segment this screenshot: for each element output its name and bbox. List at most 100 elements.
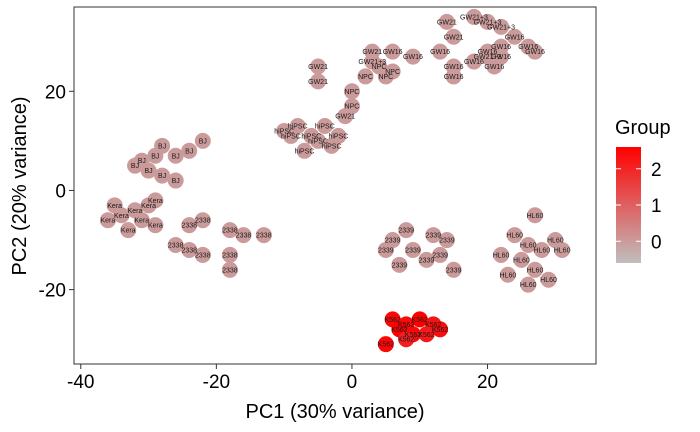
point-label: GW16 <box>464 59 484 66</box>
point-label: 2338 <box>256 233 272 240</box>
data-point <box>418 326 435 343</box>
point-label: K562 <box>391 327 407 334</box>
legend-title: Group <box>615 117 671 139</box>
point-label: NPC <box>372 64 387 71</box>
point-label: HL60 <box>520 243 537 250</box>
data-point <box>296 142 313 159</box>
x-tick-label: -40 <box>67 372 94 393</box>
data-point <box>438 13 455 30</box>
data-point <box>520 276 537 293</box>
data-point <box>140 162 157 179</box>
x-axis: -40 -20 0 20 <box>67 364 498 393</box>
point-label: Kera <box>148 223 163 230</box>
point-label: 2339 <box>405 247 421 254</box>
y-tick-label: 0 <box>55 181 66 202</box>
data-point <box>425 227 442 244</box>
legend-tick-label: 1 <box>651 196 662 217</box>
data-point <box>167 172 184 189</box>
point-label: BJ <box>172 178 180 185</box>
point-label: hiPSC <box>281 133 301 140</box>
point-label: BJ <box>172 153 180 160</box>
point-label: Kera <box>134 218 149 225</box>
point-label: GW16 <box>478 49 498 56</box>
x-axis-title: PC1 (30% variance) <box>246 401 425 423</box>
point-label: hiPSC <box>274 128 294 135</box>
x-tick-label: -20 <box>203 372 230 393</box>
data-point <box>418 251 435 268</box>
point-label: GW16 <box>444 74 464 81</box>
plot-panel-border <box>73 6 597 365</box>
data-point <box>167 237 184 253</box>
data-point <box>432 246 449 263</box>
point-label: HL60 <box>527 267 544 274</box>
point-label: 2339 <box>446 267 462 274</box>
data-point <box>520 237 537 253</box>
data-point <box>432 43 449 60</box>
point-label: HL60 <box>540 277 557 284</box>
point-label: GW21+3 <box>487 24 515 31</box>
point-label: NPC <box>345 104 360 111</box>
data-point <box>221 222 238 239</box>
data-point <box>526 261 543 278</box>
point-label: HL60 <box>547 238 564 245</box>
data-point <box>194 132 211 149</box>
point-label: HL60 <box>520 282 537 289</box>
point-label: NPC <box>378 74 393 81</box>
data-point <box>255 227 272 244</box>
data-point <box>181 142 198 159</box>
point-label: hiPSC <box>301 133 321 140</box>
point-label: GW16 <box>491 54 511 61</box>
data-point <box>276 122 293 139</box>
data-point <box>221 261 238 278</box>
point-label: BJ <box>151 153 159 160</box>
point-label: GW16 <box>518 44 538 51</box>
data-point <box>493 246 510 263</box>
data-point <box>384 63 401 80</box>
point-label: Kera <box>148 198 163 205</box>
data-point <box>310 73 327 90</box>
point-label: 2338 <box>181 247 197 254</box>
point-label: GW16 <box>484 64 504 71</box>
point-label: Kera <box>121 228 136 235</box>
point-label: HL60 <box>513 257 530 264</box>
y-tick-label: -20 <box>39 281 66 302</box>
data-point <box>147 217 164 234</box>
data-point <box>445 261 462 278</box>
point-label: GW21+3 <box>474 19 502 26</box>
point-label: GW21+3 <box>358 59 386 66</box>
data-point <box>384 43 401 60</box>
point-label: BJ <box>158 143 166 150</box>
data-point <box>147 147 164 164</box>
point-label: hiPSC <box>308 138 328 145</box>
point-label: 2339 <box>378 247 394 254</box>
point-label: GW16 <box>491 44 511 51</box>
data-point <box>411 311 428 328</box>
data-point <box>533 241 550 258</box>
data-point <box>486 58 503 75</box>
data-point <box>398 331 415 348</box>
point-label: 2339 <box>439 238 455 245</box>
data-point <box>194 212 211 229</box>
point-label: HL60 <box>493 252 510 259</box>
data-point <box>526 207 543 224</box>
point-label: BJ <box>158 173 166 180</box>
point-label: NPC <box>345 89 360 96</box>
point-label: Kera <box>128 208 143 215</box>
data-point <box>465 53 482 70</box>
point-label: NPC <box>358 74 373 81</box>
data-point <box>316 118 333 134</box>
data-point <box>167 147 184 164</box>
point-label: 2338 <box>195 218 211 225</box>
data-point <box>526 43 543 60</box>
data-point <box>106 197 123 214</box>
data-point <box>513 251 530 268</box>
data-point <box>391 256 408 273</box>
data-point <box>303 127 320 144</box>
point-label: hiPSC <box>322 143 342 150</box>
point-label: GW21+3 <box>474 54 502 61</box>
legend-ticks: 0 1 2 <box>616 160 662 253</box>
data-point <box>310 58 327 75</box>
point-label: HL60 <box>527 213 544 220</box>
point-label: HL60 <box>500 272 517 279</box>
data-point <box>465 8 482 25</box>
